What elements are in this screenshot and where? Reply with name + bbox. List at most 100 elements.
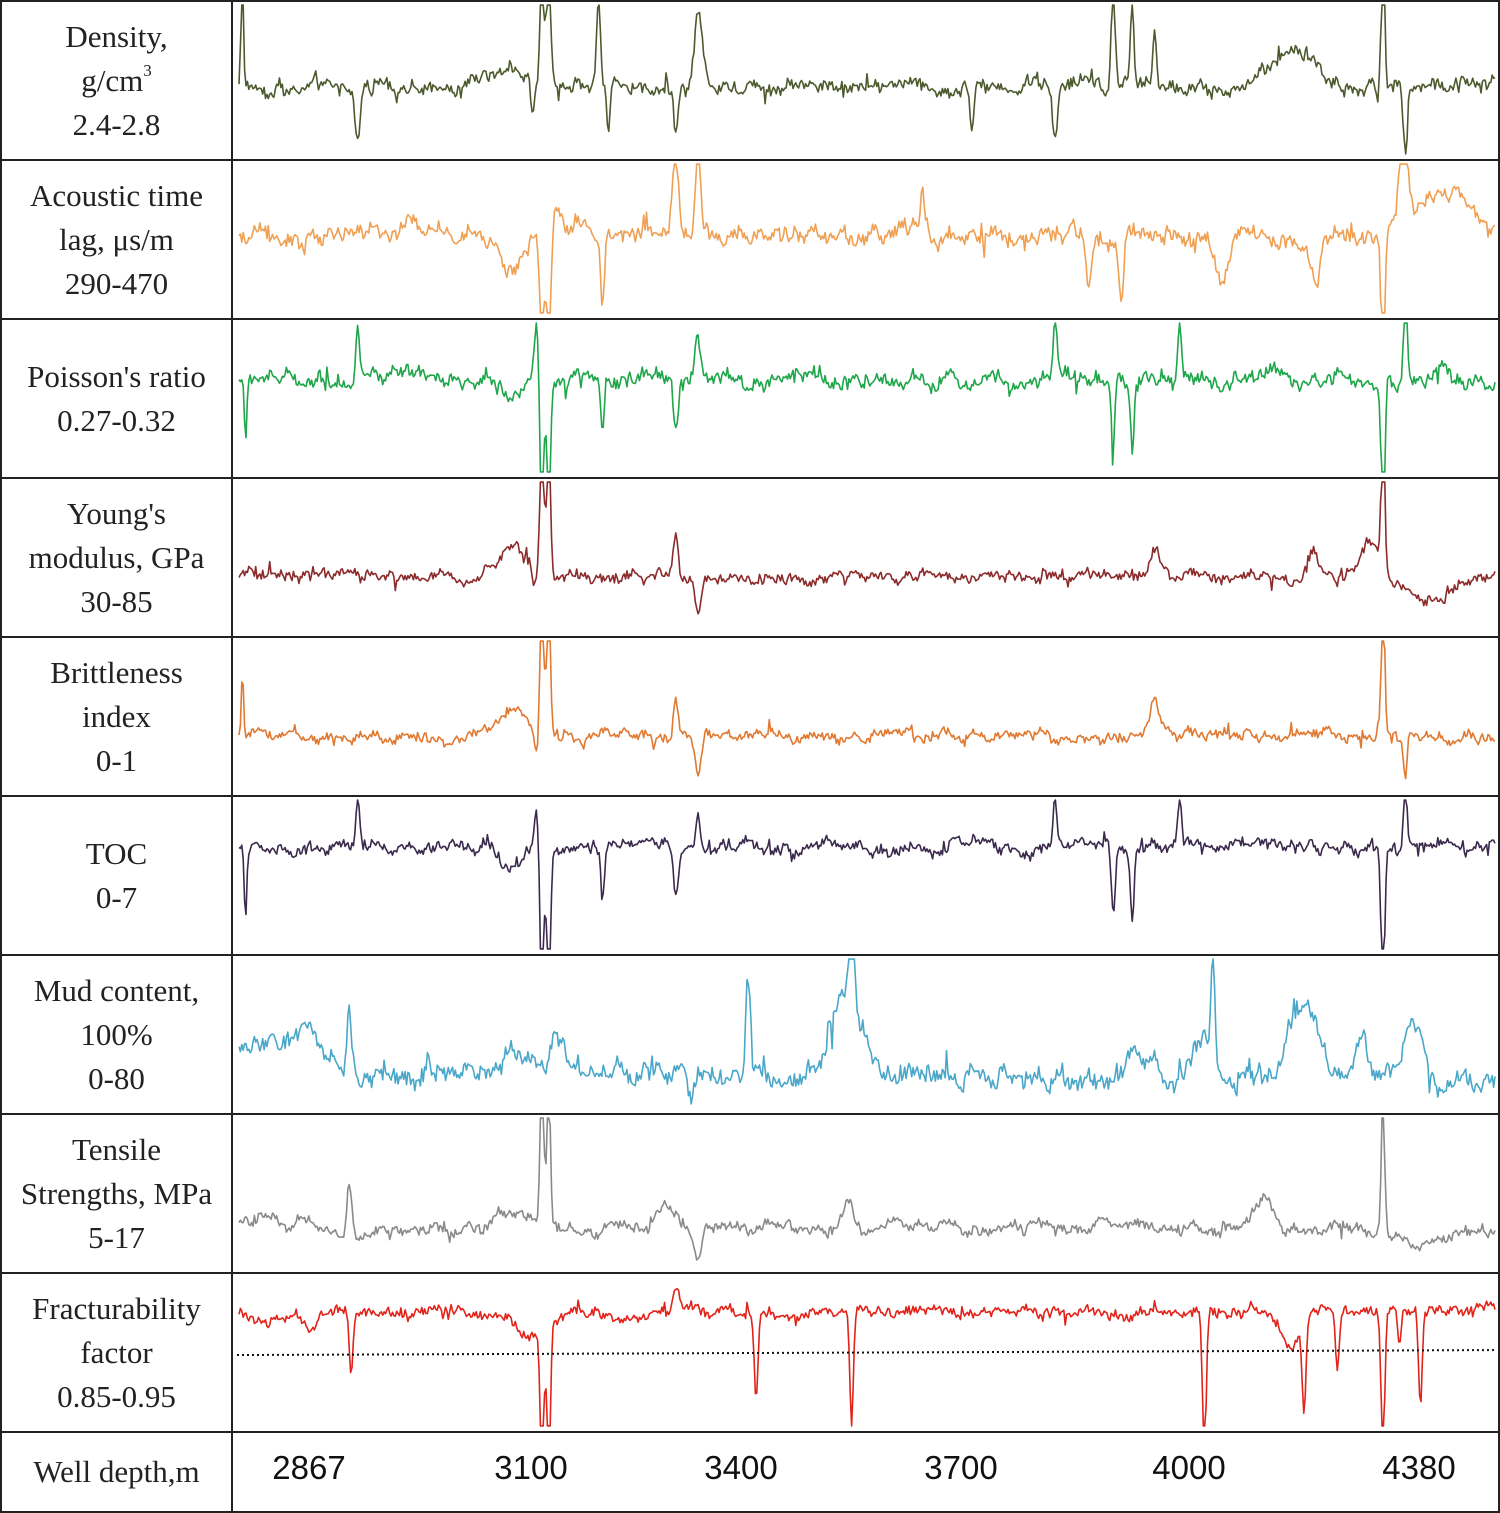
track-plot — [236, 1287, 1498, 1427]
log-curve — [238, 640, 1496, 780]
track-label-text: 0.85-0.95 — [57, 1378, 176, 1414]
depth-tick-label: 2867 — [272, 1449, 346, 1486]
track-label-text: Fracturability — [32, 1290, 201, 1326]
threshold-line — [236, 1349, 1498, 1357]
track-label-text: Density, — [65, 18, 168, 54]
track-label: Fracturability factor 0.85-0.95 — [0, 1272, 233, 1433]
track-plot — [238, 958, 1496, 1105]
track-plot-cell — [231, 477, 1500, 638]
track-label-text: Acoustic time — [29, 177, 204, 213]
track-label: Young's modulus, GPa 30-85 — [0, 477, 233, 638]
track-label-text: 2.4-2.8 — [72, 106, 161, 142]
log-track-row: Young's modulus, GPa 30-85 — [0, 477, 1500, 638]
track-label-text: Young's — [67, 495, 166, 531]
track-label-line: modulus, GPa — [2, 536, 231, 580]
track-label-line: factor — [2, 1331, 231, 1375]
track-label-line: 0-80 — [2, 1057, 231, 1101]
track-label-text: 0-1 — [95, 742, 138, 778]
track-label-text: 290-470 — [64, 265, 169, 301]
track-label-line: 5-17 — [2, 1216, 231, 1260]
track-label-line: lag, μs/m — [2, 218, 231, 262]
track-label-line: Tensile — [2, 1128, 231, 1172]
track-label-line: g/cm3 — [2, 59, 231, 103]
track-label: Acoustic time lag, μs/m 290-470 — [0, 159, 233, 320]
depth-axis-row: Well depth,m 2867 3100 3400 3700 4000 4380 — [0, 1431, 1500, 1513]
track-label-text: index — [82, 698, 151, 734]
track-label-text: 0-7 — [95, 879, 138, 915]
log-curve — [238, 1287, 1496, 1427]
track-label-line: 0-7 — [2, 876, 231, 920]
track-label-text: Brittleness — [50, 654, 183, 690]
unit-superscript: 3 — [143, 60, 152, 80]
track-label-line: TOC — [2, 832, 231, 876]
track-label-line: Brittleness — [2, 651, 231, 695]
log-curve — [238, 481, 1496, 615]
depth-tick-label: 3700 — [924, 1449, 998, 1486]
depth-axis-label: Well depth,m — [33, 1454, 200, 1489]
track-plot-cell — [231, 795, 1500, 956]
depth-axis-cell: 2867 3100 3400 3700 4000 4380 — [231, 1431, 1500, 1513]
log-curve — [238, 1117, 1496, 1261]
track-plot-cell — [231, 1272, 1500, 1433]
track-plot-cell — [231, 318, 1500, 479]
track-label-text: 30-85 — [80, 583, 153, 619]
track-plot — [238, 799, 1496, 950]
log-track-row: TOC 0-7 — [0, 795, 1500, 956]
log-curve — [238, 958, 1496, 1105]
track-label-text: Poisson's ratio — [27, 358, 206, 394]
track-label-text: 5-17 — [88, 1219, 145, 1255]
track-label-line: Density, — [2, 15, 231, 59]
track-label-text: factor — [80, 1334, 153, 1370]
track-label: Density, g/cm3 2.4-2.8 — [0, 0, 233, 161]
track-plot-cell — [231, 954, 1500, 1115]
track-plot — [238, 322, 1496, 473]
depth-axis-label-cell: Well depth,m — [0, 1431, 233, 1513]
track-label-text: 0.27-0.32 — [57, 402, 176, 438]
track-label-line: Mud content, — [2, 969, 231, 1013]
track-label-text: TOC — [85, 835, 148, 871]
track-label-text: g/cm — [81, 62, 144, 98]
track-label-line: Young's — [2, 492, 231, 536]
track-label: Brittleness index 0-1 — [0, 636, 233, 797]
track-label-text: 100% — [80, 1016, 153, 1052]
log-track-row: Acoustic time lag, μs/m 290-470 — [0, 159, 1500, 320]
track-label: TOC 0-7 — [0, 795, 233, 956]
track-plot — [238, 481, 1496, 615]
track-label-text: Mud content, — [33, 972, 200, 1008]
log-curve — [238, 163, 1496, 314]
track-label-line: 0.85-0.95 — [2, 1375, 231, 1419]
depth-tick-label: 4380 — [1382, 1449, 1456, 1486]
log-track-row: Mud content, 100% 0-80 — [0, 954, 1500, 1115]
track-label-line: Strengths, MPa — [2, 1172, 231, 1216]
log-track-row: Poisson's ratio 0.27-0.32 — [0, 318, 1500, 479]
track-plot — [238, 163, 1496, 314]
track-label-line: 2.4-2.8 — [2, 103, 231, 147]
track-label-text: Strengths, MPa — [20, 1175, 213, 1211]
log-track-row: Tensile Strengths, MPa 5-17 — [0, 1113, 1500, 1274]
track-label-line: Acoustic time — [2, 174, 231, 218]
track-label-line: 0.27-0.32 — [2, 399, 231, 443]
depth-tick-label: 3100 — [494, 1449, 568, 1486]
log-curve — [238, 322, 1496, 473]
track-label: Poisson's ratio 0.27-0.32 — [0, 318, 233, 479]
track-label-line: index — [2, 695, 231, 739]
track-label-line: 0-1 — [2, 739, 231, 783]
track-label-line: 30-85 — [2, 580, 231, 624]
track-plot — [238, 640, 1496, 780]
track-label: Tensile Strengths, MPa 5-17 — [0, 1113, 233, 1274]
log-curve — [238, 799, 1496, 950]
log-curve — [238, 4, 1496, 155]
track-plot-cell — [231, 1113, 1500, 1274]
track-plot — [238, 4, 1496, 155]
track-label-line: 290-470 — [2, 262, 231, 306]
track-plot-cell — [231, 636, 1500, 797]
depth-tick-label: 4000 — [1152, 1449, 1226, 1486]
track-label-line: Poisson's ratio — [2, 355, 231, 399]
log-track-row: Fracturability factor 0.85-0.95 — [0, 1272, 1500, 1433]
track-plot-cell — [231, 159, 1500, 320]
depth-tick-label: 3400 — [704, 1449, 778, 1486]
log-track-row: Density, g/cm3 2.4-2.8 — [0, 0, 1500, 161]
track-label-text: Tensile — [71, 1131, 162, 1167]
track-label-text: 0-80 — [88, 1060, 145, 1096]
